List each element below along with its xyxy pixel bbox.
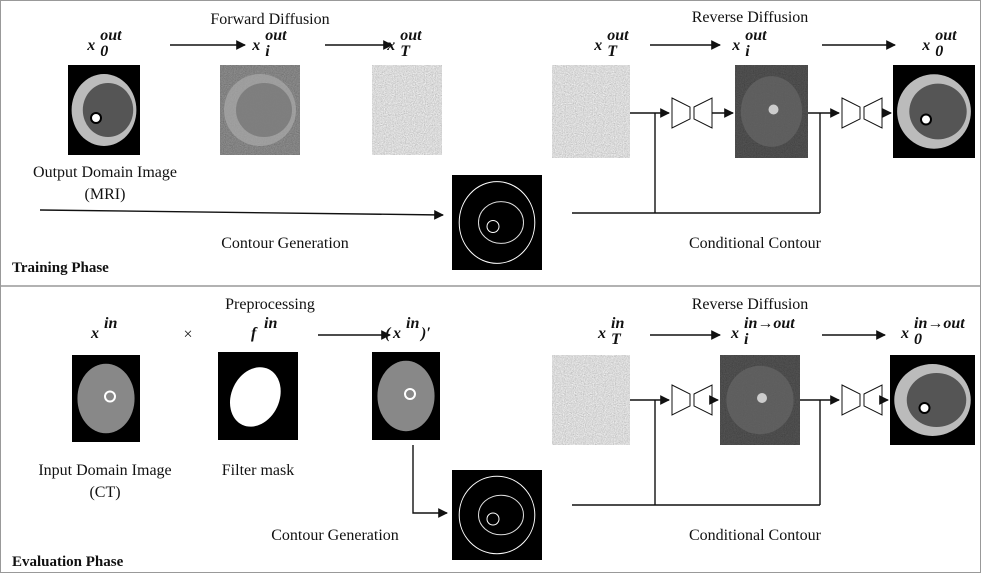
math-base: x	[251, 37, 260, 54]
muscle	[83, 83, 133, 137]
image-noise	[372, 65, 442, 155]
math-sub: i	[265, 43, 270, 60]
image-ctPre	[372, 352, 440, 440]
bone	[91, 113, 101, 123]
math-sub: i	[745, 43, 750, 60]
image-mriNoisy	[220, 65, 300, 155]
math-sup: out	[400, 27, 422, 44]
bone	[757, 393, 767, 403]
image-recon	[720, 355, 800, 445]
caption: Output Domain Image	[33, 164, 177, 181]
image-mri	[68, 65, 140, 155]
math-base: x	[900, 325, 909, 342]
network	[694, 385, 712, 415]
label: Contour Generation	[221, 235, 349, 252]
math-base: x	[731, 37, 740, 54]
math-base: x	[90, 325, 99, 342]
image-contour	[452, 470, 542, 560]
math-sub: T	[400, 43, 411, 60]
math-sub: T	[611, 331, 622, 348]
math-base: x	[730, 325, 739, 342]
image-contour	[452, 175, 542, 270]
noise	[372, 65, 442, 155]
image-ct	[72, 355, 140, 442]
math-open: (	[385, 325, 392, 342]
phase-label: Training Phase	[12, 260, 109, 276]
title: Preprocessing	[225, 296, 315, 313]
network	[842, 385, 860, 415]
muscle	[907, 373, 967, 427]
image-noise	[552, 355, 630, 445]
image-recon	[735, 65, 808, 158]
math-sub: 0	[935, 43, 943, 60]
network	[672, 385, 690, 415]
label: Contour Generation	[271, 527, 399, 544]
noise	[552, 355, 630, 445]
math-sup: out	[100, 27, 122, 44]
math-sup: in→out	[914, 315, 965, 332]
image-noise	[552, 65, 630, 158]
math-close: )′	[419, 325, 431, 342]
image-mriOut	[893, 65, 975, 158]
network	[694, 98, 712, 128]
math-sub: 0	[914, 331, 922, 348]
math-sub: i	[744, 331, 749, 348]
caption: (CT)	[89, 484, 120, 501]
title: Forward Diffusion	[210, 11, 329, 28]
label: Conditional Contour	[689, 235, 822, 252]
network	[864, 385, 882, 415]
diagram: Forward DiffusionReverse Diffusionxout0x…	[0, 0, 981, 573]
math-base: f	[251, 325, 258, 342]
math-sup: in	[406, 315, 419, 332]
math-base: x	[392, 325, 401, 342]
math-base: x	[86, 37, 95, 54]
label: Conditional Contour	[689, 527, 822, 544]
math-sup: in→out	[744, 315, 795, 332]
math-sub: T	[607, 43, 618, 60]
bone	[920, 403, 930, 413]
muscle	[909, 84, 966, 140]
math-sup: in	[264, 315, 277, 332]
math-sup: out	[935, 27, 957, 44]
image-mriOut	[890, 355, 975, 445]
math-sup: out	[265, 27, 287, 44]
math-base: x	[593, 37, 602, 54]
caption: Filter mask	[222, 462, 294, 479]
operator: ×	[183, 326, 192, 343]
bone	[921, 115, 931, 125]
title: Reverse Diffusion	[692, 296, 809, 313]
math-sup: out	[745, 27, 767, 44]
image-mask	[218, 352, 298, 440]
connector	[40, 210, 443, 215]
caption: Input Domain Image	[38, 462, 171, 479]
math-sup: out	[607, 27, 629, 44]
caption: (MRI)	[85, 186, 126, 203]
connector	[413, 445, 447, 513]
phase-label: Evaluation Phase	[12, 554, 124, 570]
network	[842, 98, 860, 128]
muscle	[236, 83, 292, 137]
math-sup: in	[611, 315, 624, 332]
network	[672, 98, 690, 128]
noise	[552, 65, 630, 158]
bone	[769, 105, 779, 115]
math-sub: 0	[100, 43, 108, 60]
title: Reverse Diffusion	[692, 9, 809, 26]
math-base: x	[921, 37, 930, 54]
math-sup: in	[104, 315, 117, 332]
math-base: x	[597, 325, 606, 342]
network	[864, 98, 882, 128]
